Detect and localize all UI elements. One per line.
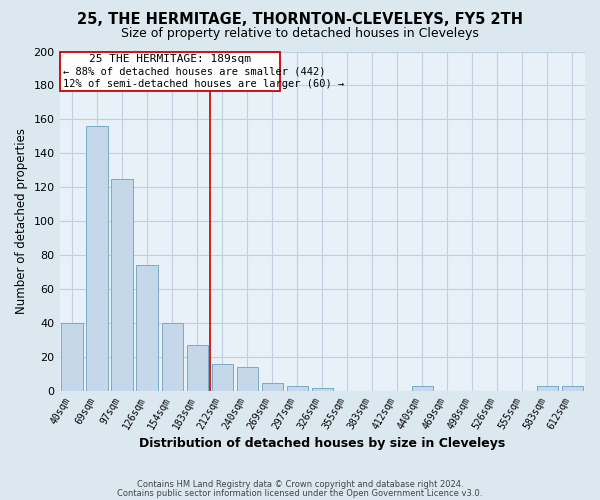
Text: Size of property relative to detached houses in Cleveleys: Size of property relative to detached ho… [121, 28, 479, 40]
Text: ← 88% of detached houses are smaller (442): ← 88% of detached houses are smaller (44… [63, 67, 326, 77]
Bar [562, 386, 583, 391]
FancyBboxPatch shape [60, 52, 280, 90]
Bar [412, 386, 433, 391]
Text: 12% of semi-detached houses are larger (60) →: 12% of semi-detached houses are larger (… [63, 79, 344, 89]
Text: 25, THE HERMITAGE, THORNTON-CLEVELEYS, FY5 2TH: 25, THE HERMITAGE, THORNTON-CLEVELEYS, F… [77, 12, 523, 28]
Y-axis label: Number of detached properties: Number of detached properties [15, 128, 28, 314]
Bar [112, 179, 133, 391]
Bar [161, 323, 183, 391]
Bar [212, 364, 233, 391]
X-axis label: Distribution of detached houses by size in Cleveleys: Distribution of detached houses by size … [139, 437, 505, 450]
Bar [287, 386, 308, 391]
Bar [187, 345, 208, 391]
Bar [537, 386, 558, 391]
Bar [61, 323, 83, 391]
Bar [136, 266, 158, 391]
Text: Contains public sector information licensed under the Open Government Licence v3: Contains public sector information licen… [118, 488, 482, 498]
Bar [262, 382, 283, 391]
Text: Contains HM Land Registry data © Crown copyright and database right 2024.: Contains HM Land Registry data © Crown c… [137, 480, 463, 489]
Bar [311, 388, 333, 391]
Text: 25 THE HERMITAGE: 189sqm: 25 THE HERMITAGE: 189sqm [89, 54, 251, 64]
Bar [86, 126, 108, 391]
Bar [236, 368, 258, 391]
